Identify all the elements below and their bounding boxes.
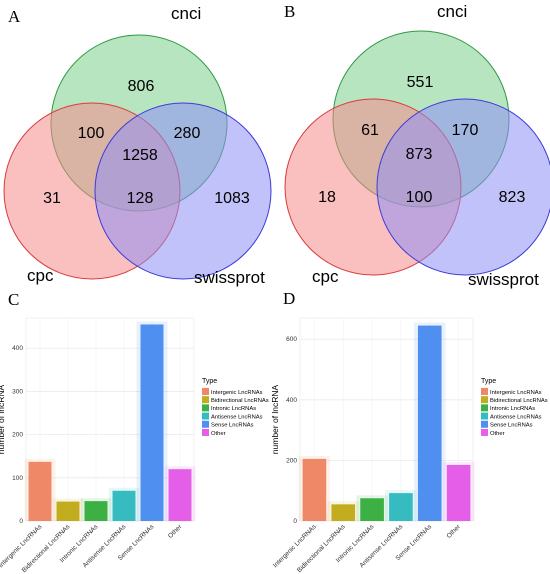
legend-label: Bidirectional LncRNAs bbox=[211, 398, 269, 404]
set-label-cnci: cnci bbox=[171, 4, 201, 23]
region-count-cnci-only: 551 bbox=[407, 74, 434, 91]
region-count-all: 1258 bbox=[122, 147, 158, 164]
set-label-swissprot: swissprot bbox=[468, 270, 539, 289]
set-label-swissprot: swissprot bbox=[194, 268, 265, 287]
region-count-cpc-swissprot: 128 bbox=[127, 190, 154, 207]
bar bbox=[302, 458, 327, 521]
region-count-cpc-swissprot: 100 bbox=[406, 189, 433, 206]
legend-label: Antisense LncRNAs bbox=[211, 414, 263, 420]
legend-label: Sense LncRNAs bbox=[211, 423, 254, 429]
y-tick-label: 600 bbox=[286, 336, 297, 343]
legend-swatch bbox=[481, 420, 488, 428]
legend-title: Type bbox=[481, 378, 496, 385]
legend-swatch bbox=[202, 428, 209, 436]
y-tick-label: 0 bbox=[293, 518, 297, 525]
region-count-cnci-only: 806 bbox=[128, 78, 155, 95]
y-tick-label: 200 bbox=[12, 432, 23, 439]
bar bbox=[112, 490, 136, 521]
bar bbox=[168, 469, 192, 521]
region-count-swissprot-only: 1083 bbox=[214, 190, 250, 207]
set-label-cpc: cpc bbox=[312, 267, 339, 286]
venn-circle-swissprot bbox=[94, 102, 272, 280]
legend-swatch bbox=[481, 412, 488, 420]
legend-label: Bidirectional LncRNAs bbox=[490, 398, 548, 404]
y-tick-label: 100 bbox=[12, 475, 23, 482]
bar-chart-d: D 0 200 400 600 Intergenic LncRNAs Bidirectio… bbox=[270, 289, 548, 574]
x-tick-label: Bidirectional LncRNAs bbox=[296, 523, 347, 574]
y-tick-label: 0 bbox=[19, 518, 23, 525]
bar bbox=[360, 498, 384, 521]
legend-swatch bbox=[481, 387, 488, 395]
bar-chart-c: C 0 100 200 300 400 Intergenic LncRNAs Bidirec… bbox=[0, 290, 269, 574]
legend-label: Intergenic LncRNAs bbox=[211, 390, 263, 396]
bar bbox=[446, 464, 471, 521]
legend-swatch bbox=[202, 396, 209, 404]
y-axis-title: number of lncRNA bbox=[0, 384, 6, 454]
plot-area bbox=[299, 317, 474, 522]
venn-circle-swissprot bbox=[376, 98, 550, 276]
bar bbox=[331, 504, 356, 521]
y-tick-label: 300 bbox=[12, 388, 23, 395]
legend-label: Intergenic LncRNAs bbox=[490, 390, 542, 396]
legend-label: Other bbox=[211, 431, 226, 437]
legend-swatch bbox=[202, 404, 209, 412]
region-count-swissprot-only: 823 bbox=[499, 189, 526, 206]
x-tick-label: Other bbox=[446, 523, 463, 540]
x-tick-label: Bidirectional LncRNAs bbox=[21, 523, 72, 574]
y-tick-label: 400 bbox=[12, 345, 23, 352]
y-axis-title: number of lncRNA bbox=[270, 384, 280, 454]
panel-letter-d: D bbox=[283, 289, 295, 308]
y-tick-label: 400 bbox=[286, 397, 297, 404]
region-count-all: 873 bbox=[406, 146, 433, 163]
legend-swatch bbox=[481, 396, 488, 404]
set-label-cnci: cnci bbox=[437, 2, 467, 21]
set-label-cpc: cpc bbox=[27, 266, 54, 285]
bar bbox=[84, 501, 108, 521]
x-tick-label: Other bbox=[167, 523, 184, 540]
region-count-cpc-only: 31 bbox=[43, 190, 61, 207]
region-count-cnci-cpc: 61 bbox=[361, 122, 379, 139]
bar bbox=[417, 325, 442, 521]
region-count-cnci-swissprot: 280 bbox=[174, 125, 201, 142]
region-count-cnci-swissprot: 170 bbox=[452, 122, 479, 139]
legend-swatch bbox=[202, 420, 209, 428]
panel-letter-c: C bbox=[8, 290, 19, 309]
region-count-cnci-cpc: 100 bbox=[78, 125, 105, 142]
legend-label: Antisense LncRNAs bbox=[490, 414, 542, 420]
legend-swatch bbox=[202, 387, 209, 395]
bar bbox=[140, 324, 164, 521]
region-count-cpc-only: 18 bbox=[318, 189, 336, 206]
legend-swatch bbox=[481, 404, 488, 412]
legend-label: Intronic LncRNAs bbox=[211, 406, 256, 412]
legend-label: Sense LncRNAs bbox=[490, 423, 533, 429]
legend-title: Type bbox=[202, 378, 217, 385]
legend-swatch bbox=[202, 412, 209, 420]
legend-swatch bbox=[481, 428, 488, 436]
bar bbox=[56, 501, 80, 521]
y-tick-label: 200 bbox=[286, 457, 297, 464]
legend-label: Other bbox=[490, 431, 505, 437]
legend-label: Intronic LncRNAs bbox=[490, 406, 535, 412]
panel-letter-a: A bbox=[8, 7, 21, 26]
plot-area bbox=[25, 317, 195, 522]
panel-letter-b: B bbox=[284, 2, 295, 21]
bar bbox=[28, 461, 52, 521]
bar bbox=[389, 493, 413, 521]
